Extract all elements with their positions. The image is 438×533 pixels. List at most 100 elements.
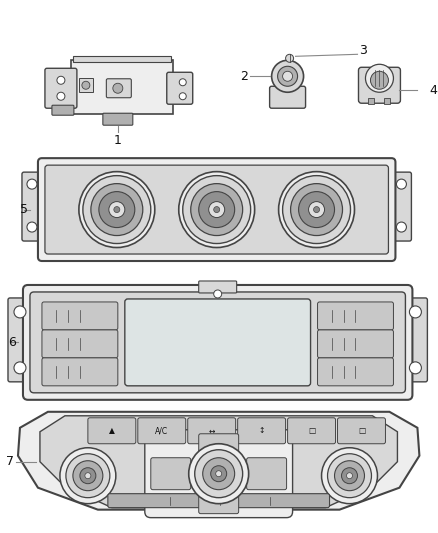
Circle shape: [342, 468, 357, 483]
FancyBboxPatch shape: [125, 299, 311, 386]
FancyBboxPatch shape: [358, 67, 400, 103]
FancyBboxPatch shape: [108, 494, 329, 507]
Text: 4: 4: [429, 84, 437, 97]
Circle shape: [308, 201, 325, 217]
Circle shape: [91, 183, 143, 236]
Text: 7: 7: [6, 455, 14, 468]
Circle shape: [203, 458, 235, 490]
FancyBboxPatch shape: [88, 418, 136, 444]
Circle shape: [314, 207, 320, 213]
FancyBboxPatch shape: [199, 434, 239, 462]
FancyBboxPatch shape: [270, 86, 306, 108]
Circle shape: [57, 76, 65, 84]
Text: A/C: A/C: [155, 426, 168, 435]
Bar: [73, 56, 171, 62]
Circle shape: [73, 461, 103, 491]
Polygon shape: [40, 416, 397, 507]
Polygon shape: [18, 412, 420, 510]
FancyBboxPatch shape: [106, 79, 131, 98]
Circle shape: [60, 448, 116, 504]
FancyBboxPatch shape: [403, 298, 427, 382]
FancyBboxPatch shape: [188, 418, 236, 444]
FancyBboxPatch shape: [247, 458, 286, 490]
Circle shape: [208, 201, 225, 217]
FancyBboxPatch shape: [238, 418, 286, 444]
FancyBboxPatch shape: [318, 302, 393, 330]
Text: 3: 3: [360, 44, 367, 57]
FancyBboxPatch shape: [22, 172, 46, 241]
Circle shape: [114, 207, 120, 213]
Circle shape: [299, 191, 335, 228]
Circle shape: [286, 54, 293, 62]
FancyBboxPatch shape: [151, 458, 191, 490]
Circle shape: [66, 454, 110, 498]
Circle shape: [290, 183, 343, 236]
Circle shape: [109, 201, 125, 217]
Circle shape: [179, 93, 186, 100]
Circle shape: [214, 290, 222, 298]
Circle shape: [346, 473, 353, 479]
Circle shape: [278, 66, 297, 86]
FancyBboxPatch shape: [42, 330, 118, 358]
Polygon shape: [71, 60, 173, 114]
Circle shape: [396, 179, 406, 189]
Circle shape: [27, 179, 37, 189]
FancyBboxPatch shape: [103, 113, 133, 125]
FancyBboxPatch shape: [199, 281, 237, 293]
Circle shape: [199, 191, 235, 228]
Circle shape: [371, 71, 389, 89]
Text: □: □: [308, 426, 315, 435]
Circle shape: [14, 306, 26, 318]
Bar: [282, 74, 293, 90]
Circle shape: [113, 83, 123, 93]
Text: 6: 6: [8, 336, 16, 349]
FancyBboxPatch shape: [42, 302, 118, 330]
Circle shape: [272, 60, 304, 92]
Text: ▲: ▲: [109, 426, 115, 435]
Text: ↔: ↔: [208, 426, 215, 435]
FancyBboxPatch shape: [23, 285, 413, 400]
Circle shape: [195, 450, 243, 498]
FancyBboxPatch shape: [199, 486, 239, 514]
FancyBboxPatch shape: [318, 330, 393, 358]
FancyBboxPatch shape: [30, 292, 406, 393]
FancyBboxPatch shape: [138, 418, 186, 444]
Circle shape: [211, 466, 227, 482]
Bar: [368, 98, 374, 104]
Circle shape: [191, 183, 243, 236]
Circle shape: [214, 207, 220, 213]
FancyBboxPatch shape: [45, 165, 389, 254]
Circle shape: [335, 461, 364, 491]
Circle shape: [283, 176, 350, 244]
Bar: [79, 78, 93, 92]
Text: 2: 2: [240, 70, 247, 83]
FancyBboxPatch shape: [45, 68, 77, 108]
FancyBboxPatch shape: [52, 105, 74, 115]
Text: 5: 5: [20, 203, 28, 216]
Bar: [385, 98, 390, 104]
FancyBboxPatch shape: [388, 172, 411, 241]
Circle shape: [80, 468, 96, 483]
FancyBboxPatch shape: [145, 430, 293, 518]
Circle shape: [85, 473, 91, 479]
Circle shape: [179, 172, 254, 247]
Circle shape: [396, 222, 406, 232]
FancyBboxPatch shape: [288, 418, 336, 444]
FancyBboxPatch shape: [338, 418, 385, 444]
Text: □: □: [358, 426, 365, 435]
Circle shape: [83, 176, 151, 244]
Circle shape: [328, 454, 371, 498]
Circle shape: [183, 176, 251, 244]
FancyBboxPatch shape: [318, 358, 393, 386]
Circle shape: [279, 172, 354, 247]
Circle shape: [365, 64, 393, 92]
Text: ↕: ↕: [258, 426, 265, 435]
Circle shape: [27, 222, 37, 232]
Circle shape: [283, 71, 293, 81]
Circle shape: [410, 306, 421, 318]
Circle shape: [57, 92, 65, 100]
Circle shape: [189, 444, 249, 504]
Circle shape: [79, 172, 155, 247]
Circle shape: [215, 471, 222, 477]
FancyBboxPatch shape: [167, 72, 193, 104]
